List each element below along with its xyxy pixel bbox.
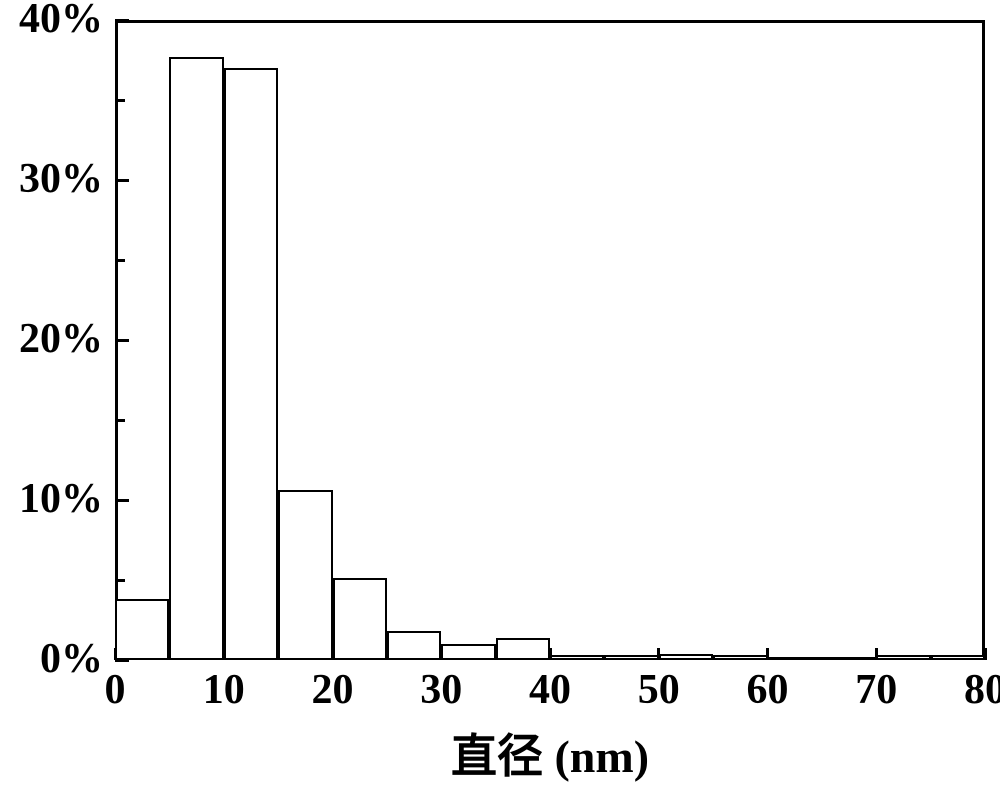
x-tick-label: 70 — [836, 666, 916, 714]
histogram-bar — [713, 655, 767, 660]
y-tick-major — [115, 499, 129, 502]
histogram-bar — [115, 599, 169, 660]
x-tick-label: 80 — [945, 666, 1000, 714]
histogram-bar — [604, 655, 658, 660]
histogram-bar — [169, 57, 223, 660]
x-tick-label: 60 — [728, 666, 808, 714]
y-tick-label: 30% — [0, 155, 103, 203]
x-tick-label: 10 — [184, 666, 264, 714]
y-tick-label: 40% — [0, 0, 103, 43]
x-tick-label: 0 — [75, 666, 155, 714]
y-tick-minor — [115, 579, 125, 582]
y-tick-major — [115, 339, 129, 342]
histogram-bar — [441, 644, 495, 660]
y-tick-minor — [115, 259, 125, 262]
x-tick-label: 20 — [293, 666, 373, 714]
y-tick-minor — [115, 419, 125, 422]
histogram-bar — [550, 655, 604, 660]
x-tick-label: 40 — [510, 666, 590, 714]
y-tick-major — [115, 179, 129, 182]
histogram-chart: 直径 (nm) 0%10%20%30%40%01020304050607080 — [0, 0, 1000, 789]
histogram-bar — [278, 490, 332, 660]
histogram-bar — [876, 655, 930, 660]
histogram-bar — [333, 578, 387, 660]
x-tick-label: 50 — [619, 666, 699, 714]
y-tick-label: 10% — [0, 475, 103, 523]
y-tick-minor — [115, 99, 125, 102]
histogram-bar — [224, 68, 278, 660]
histogram-bar — [387, 631, 441, 660]
y-tick-major — [115, 19, 129, 22]
x-axis-label: 直径 (nm) — [430, 720, 670, 786]
y-tick-label: 20% — [0, 315, 103, 363]
histogram-bar — [931, 655, 985, 660]
histogram-bar — [659, 654, 713, 660]
histogram-bar — [496, 638, 550, 660]
x-tick-label: 30 — [401, 666, 481, 714]
